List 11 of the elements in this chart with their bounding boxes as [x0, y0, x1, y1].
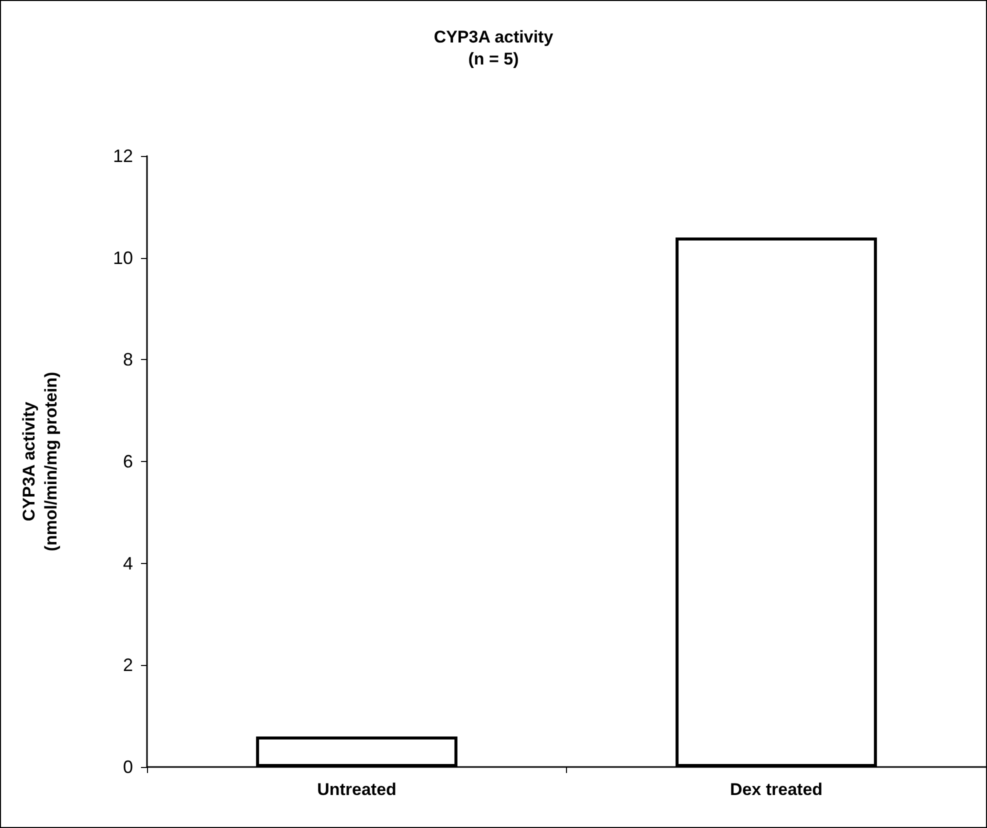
y-tick-label: 2 [122, 655, 133, 676]
y-tick-label: 12 [112, 146, 133, 166]
x-tick-label: Untreated [317, 780, 396, 799]
y-axis-title: CYP3A activity (nmol/min/mg protein) [20, 372, 60, 552]
y-tick-label: 4 [122, 553, 133, 574]
y-tick-label: 6 [122, 452, 133, 472]
y-tick-label: 10 [112, 248, 133, 268]
y-tick-label: 8 [122, 350, 133, 370]
chart-title: CYP3A activity (n = 5) [434, 28, 554, 68]
y-tick-label: 0 [122, 757, 133, 777]
x-tick-label: Dex treated [730, 780, 823, 799]
